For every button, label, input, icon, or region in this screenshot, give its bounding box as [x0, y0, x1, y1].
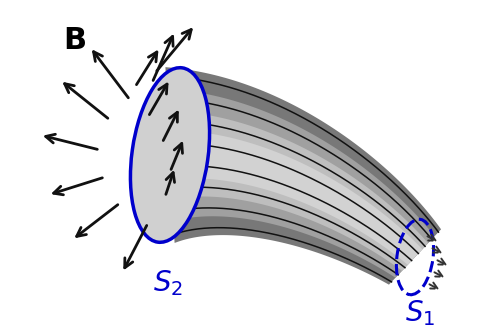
- Polygon shape: [166, 89, 434, 278]
- Polygon shape: [166, 67, 441, 285]
- Ellipse shape: [130, 68, 210, 242]
- Text: $S_2$: $S_2$: [153, 268, 183, 298]
- Polygon shape: [168, 130, 422, 265]
- Polygon shape: [168, 111, 428, 271]
- Text: B: B: [64, 25, 86, 55]
- Text: $S_1$: $S_1$: [405, 298, 435, 328]
